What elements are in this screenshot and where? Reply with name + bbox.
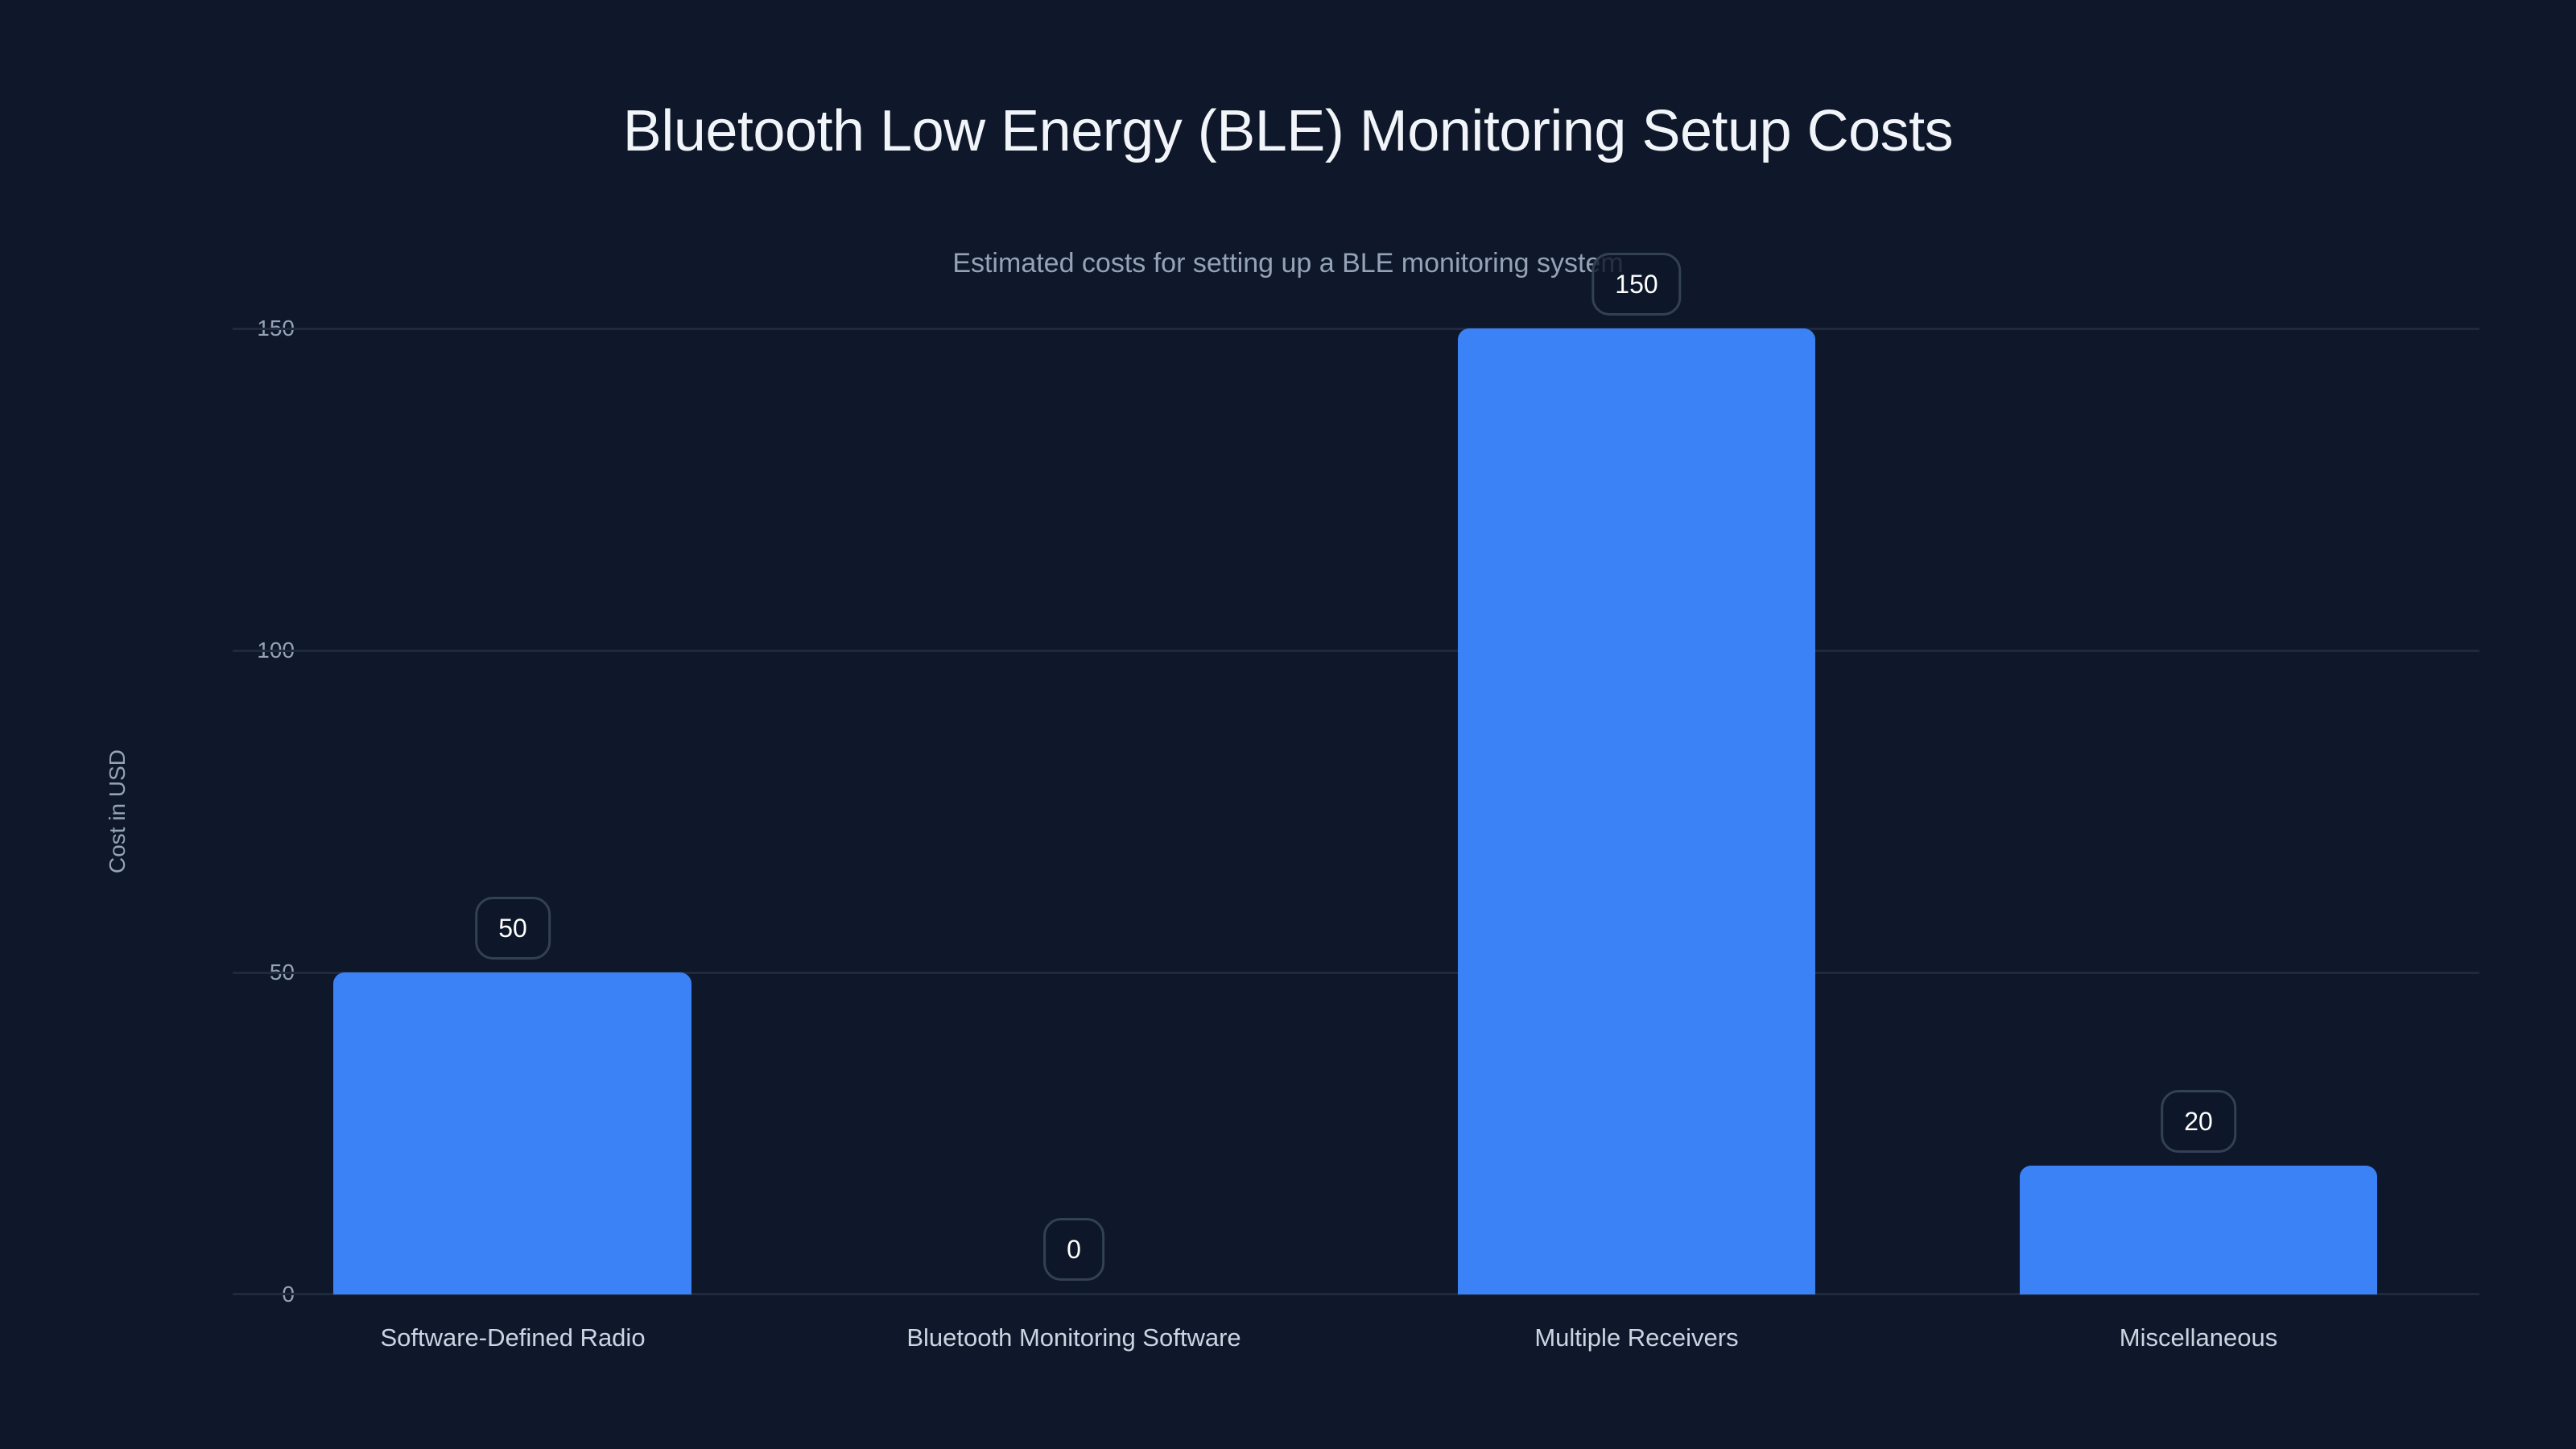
bar-software-defined-radio[interactable]	[333, 972, 691, 1294]
x-label-bluetooth-monitoring-software: Bluetooth Monitoring Software	[906, 1323, 1241, 1352]
x-label-software-defined-radio: Software-Defined Radio	[380, 1323, 646, 1352]
bar-multiple-receivers[interactable]	[1458, 328, 1815, 1294]
x-label-multiple-receivers: Multiple Receivers	[1534, 1323, 1739, 1352]
y-axis-label: Cost in USD	[105, 749, 130, 874]
value-label-miscellaneous: 20	[2161, 1090, 2236, 1153]
chart-subtitle: Estimated costs for setting up a BLE mon…	[952, 248, 1624, 279]
x-axis-baseline	[233, 1293, 2479, 1295]
bar-miscellaneous[interactable]	[2020, 1166, 2377, 1294]
value-label-software-defined-radio: 50	[475, 897, 551, 960]
value-label-multiple-receivers: 150	[1591, 253, 1682, 316]
gridline-100	[233, 650, 2479, 652]
plot-area	[233, 0, 2479, 1449]
x-label-miscellaneous: Miscellaneous	[2119, 1323, 2278, 1352]
value-label-bluetooth-monitoring-software: 0	[1043, 1218, 1104, 1281]
gridline-50	[233, 972, 2479, 974]
gridline-150	[233, 328, 2479, 330]
chart-title: Bluetooth Low Energy (BLE) Monitoring Se…	[622, 99, 1954, 163]
